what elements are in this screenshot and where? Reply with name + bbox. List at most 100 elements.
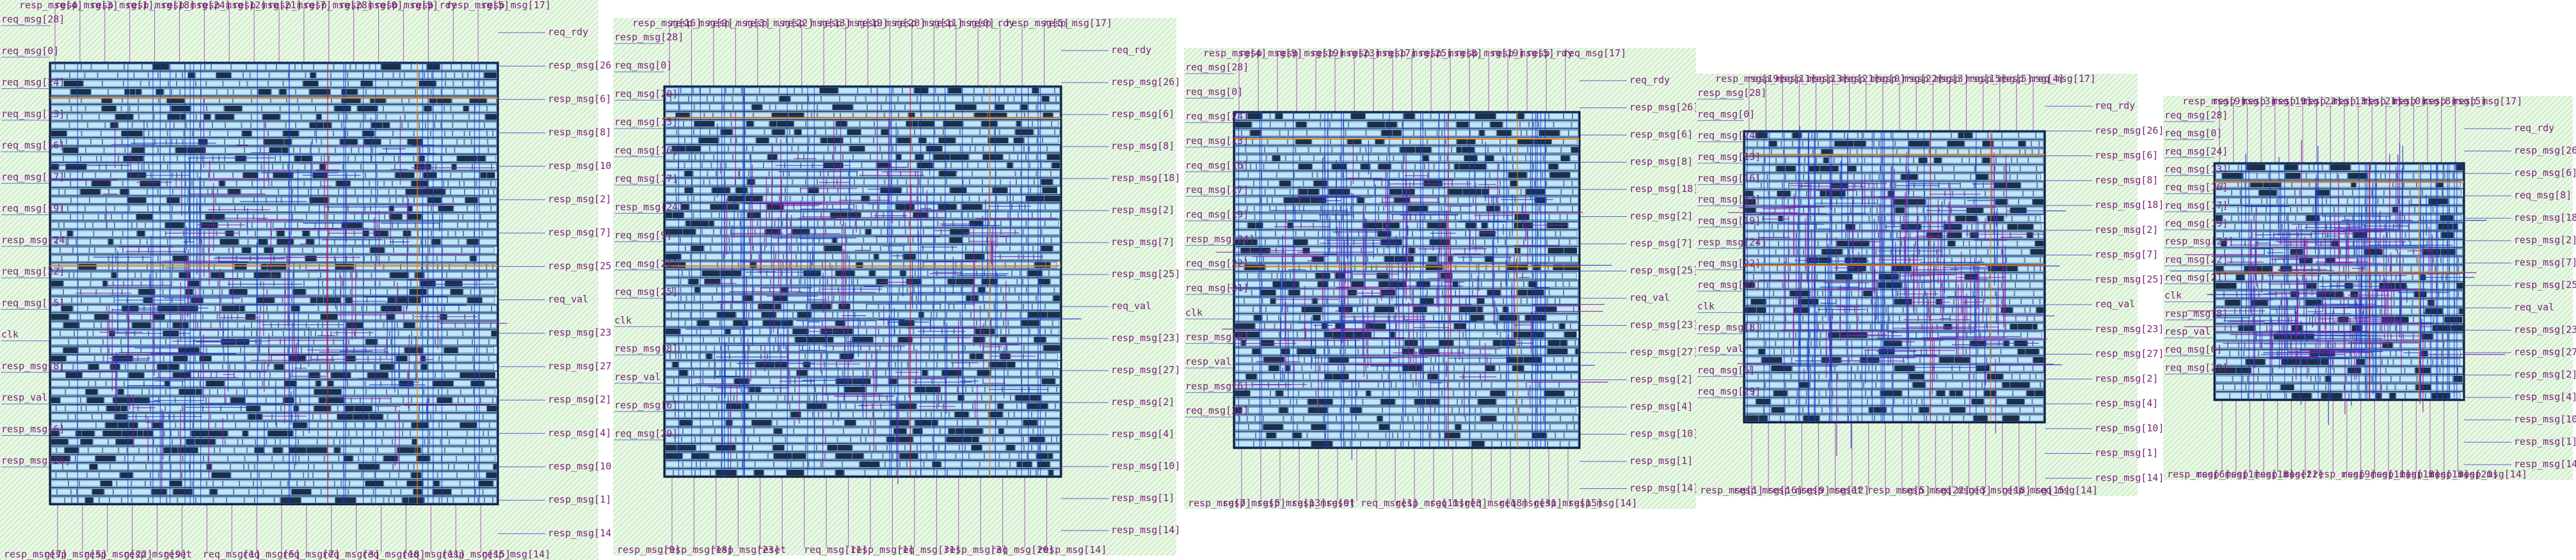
pin-label: resp_val: [1697, 343, 1743, 355]
pin-label: resp_val: [1185, 356, 1231, 367]
pin-label: resp_val: [614, 371, 660, 383]
pin-label: req_msg[24]: [2164, 145, 2228, 157]
pin-label: resp_msg[23]: [2514, 324, 2576, 335]
pin-label: req_msg[17]: [2164, 200, 2228, 211]
pin-label: req_msg[0]: [614, 60, 672, 71]
pin-label: resp_msg[6]: [2514, 167, 2576, 179]
pin-label: req_val: [2514, 301, 2554, 313]
pin-label: resp_val: [1, 392, 47, 403]
pin-label: resp_msg[17]: [1347, 47, 1416, 59]
pin-label: resp_msg[2]: [1629, 374, 1693, 385]
pin-label: resp_msg[25]: [1111, 268, 1180, 280]
pin-label: req_msg[19]: [1697, 215, 1761, 227]
core-area: [663, 85, 1062, 478]
pin-label: resp_msg[14]: [1037, 544, 1107, 556]
pin-label: req_msg[7]: [282, 548, 340, 560]
pin-label: resp_msg[14]: [548, 527, 617, 539]
pin-label: resp_msg[3]: [707, 17, 771, 29]
pin-label: resp_msg[28]: [304, 0, 373, 11]
pin-label: resp_msg[8]: [1629, 156, 1693, 168]
pin-label: resp_msg[18]: [126, 0, 195, 11]
pin-label: req_msg[18]: [362, 548, 425, 560]
pin-label: resp_msg[14]: [1568, 497, 1637, 509]
pin-label: resp_msg[8]: [548, 127, 611, 138]
pin-label: resp_msg[9]: [2182, 95, 2246, 107]
pin-label: req_msg[0]: [1697, 108, 1755, 120]
pin-label: resp_rdy: [410, 0, 456, 11]
pin-label: req_msg[5]: [243, 548, 300, 560]
pin-label: resp_msg[11]: [2342, 468, 2411, 480]
pin-label: req_val: [1629, 292, 1670, 303]
signal-routes: [664, 86, 1082, 484]
pin-label: resp_msg[23]: [710, 544, 780, 556]
pin-label: resp_msg[8]: [1111, 140, 1174, 152]
pin-label: req_msg[29]: [614, 428, 678, 439]
pin-label: resp_msg[1]: [2514, 436, 2576, 447]
pin-label: req_msg[31]: [897, 544, 961, 556]
pin-label: resp_msg[15]: [1533, 497, 1603, 509]
pin-label: req_msg[17]: [614, 173, 678, 184]
pin-label: resp_msg[20]: [856, 17, 925, 29]
pin-label: resp_msg[8]: [614, 343, 678, 355]
pin-label: resp_msg[5]: [1969, 73, 2032, 84]
pin-label: req_msg[6]: [2164, 344, 2222, 355]
pin-label: req_msg[3]: [1934, 484, 1992, 496]
pin-label: req_msg[13]: [2164, 164, 2228, 175]
pin-label: resp_msg[5]: [1005, 17, 1069, 29]
layout-4: resp_msg[19]resp_msg[11]resp_msg[13]resp…: [1696, 73, 2164, 496]
pin-label: req_msg[17]: [2032, 73, 2095, 84]
pin-label: resp_msg[26]: [2095, 125, 2164, 136]
pin-label: req_msg[17]: [1697, 194, 1761, 205]
pin-label: req_msg[29]: [2164, 362, 2228, 373]
pin-label: resp_msg[8]: [2095, 174, 2158, 186]
layout-5: resp_msg[9]resp_msg[3]resp_msg[19]resp_m…: [2163, 95, 2576, 480]
pin-label: resp_msg[27]: [2095, 348, 2164, 360]
pin-label: resp_msg[9]: [375, 0, 438, 11]
pin-label: resp_val: [2164, 326, 2211, 337]
pin-label: reset: [1326, 497, 1355, 509]
pin-label: resp_msg[19]: [1275, 47, 1344, 59]
pin-label: reset: [757, 544, 786, 556]
pin-label: req_msg[24]: [1185, 111, 1249, 122]
pin-label: resp_msg[28]: [614, 31, 684, 43]
pin-label: req_msg[22]: [1185, 258, 1249, 269]
pin-label: resp_msg[4]: [548, 427, 611, 438]
pin-label: resp_msg[13]: [2303, 95, 2372, 107]
pin-label: resp_msg[5]: [1867, 484, 1930, 496]
pin-label: resp_msg[6]: [1111, 108, 1174, 120]
pin-label: req_msg[11]: [804, 544, 867, 556]
pin-label: req_msg[11]: [402, 548, 465, 560]
pin-label: resp_msg[25]: [2514, 279, 2576, 291]
pin-label: req_msg[13]: [1, 108, 65, 120]
pin-label: resp_msg[6]: [614, 399, 678, 411]
pin-label: req_msg[0]: [1, 45, 59, 56]
pin-label: resp_msg[20]: [2429, 468, 2498, 480]
pin-label: resp_msg[1]: [851, 544, 914, 556]
pin-label: resp_msg[19]: [1715, 73, 1784, 84]
pin-labels: resp_msg[4]resp_msg[3]resp_msg[1]resp_ms…: [1, 0, 617, 560]
pin-label: req_msg[14]: [2035, 484, 2098, 496]
pin-label: resp_msg[13]: [781, 17, 851, 29]
pin-label: req_msg[24]: [1697, 130, 1761, 141]
pin-label: req_msg[16]: [1, 140, 65, 151]
pin-label: reset: [1834, 484, 1862, 496]
pin-label: resp_msg[14]: [2095, 472, 2164, 483]
pin-label: req_msg[6]: [1697, 364, 1755, 376]
pin-label: resp_msg[18]: [1629, 183, 1699, 195]
pin-label: resp_msg[23]: [2095, 323, 2164, 335]
signal-routes: [49, 63, 508, 504]
pin-label: resp_msg[18]: [1111, 172, 1180, 184]
pin-routes: [2219, 102, 2458, 472]
pin-label: resp_msg[26]: [1629, 102, 1699, 113]
pin-label: resp_msg[12]: [197, 0, 266, 11]
pin-label: resp_msg[8]: [2393, 95, 2456, 107]
pin-label: req_msg[31]: [1499, 497, 1562, 509]
layout-1: resp_msg[4]resp_msg[3]resp_msg[1]resp_ms…: [0, 0, 617, 560]
pin-label: resp_msg[9]: [2312, 468, 2376, 480]
pin-label: resp_msg[10]: [548, 460, 617, 472]
pin-label: resp_msg[25]: [1629, 265, 1699, 276]
pin-label: resp_msg[6]: [1185, 380, 1249, 392]
pin-label: resp_msg[24]: [161, 0, 230, 11]
pin-label: resp_msg[24]: [1185, 233, 1254, 244]
